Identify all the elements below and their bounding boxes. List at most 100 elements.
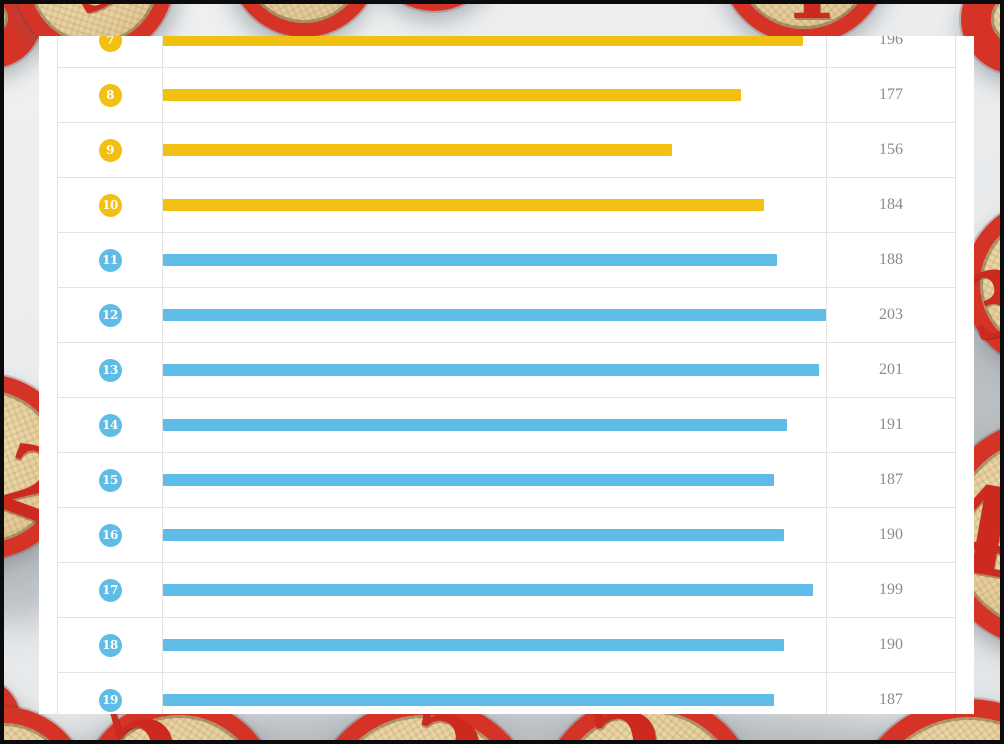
value-bar (163, 474, 774, 486)
number-cell: 12 (58, 288, 163, 342)
ball-badge: 15 (98, 468, 122, 492)
ball-number: 17 (102, 583, 118, 597)
value-cell: 156 (827, 123, 955, 177)
value-cell: 190 (827, 508, 955, 562)
bar-cell (163, 68, 827, 122)
ball-number: 12 (102, 308, 118, 322)
table-row: 9 156 (58, 123, 955, 178)
ball-number: 10 (102, 198, 118, 212)
bingo-token (369, 4, 499, 11)
value-label: 199 (879, 581, 903, 598)
value-bar (163, 529, 784, 541)
value-label: 196 (879, 36, 903, 48)
table-row: 10 184 (58, 178, 955, 233)
number-cell: 9 (58, 123, 163, 177)
value-cell: 188 (827, 233, 955, 287)
ball-number: 15 (102, 473, 118, 487)
bar-cell (163, 36, 827, 67)
content-panel: 7 196 8 177 9 156 (39, 36, 974, 714)
bar-cell (163, 233, 827, 287)
ball-badge: 7 (98, 36, 122, 52)
table-row: 17 199 (58, 563, 955, 618)
ball-badge: 13 (98, 358, 122, 382)
value-bar (163, 199, 764, 211)
bar-cell (163, 343, 827, 397)
value-label: 190 (879, 636, 903, 653)
value-label: 203 (879, 306, 903, 323)
ball-badge: 8 (98, 83, 122, 107)
table-row: 8 177 (58, 68, 955, 123)
value-cell: 184 (827, 178, 955, 232)
bar-cell (163, 673, 827, 714)
ball-number: 16 (102, 528, 118, 542)
value-cell: 196 (827, 36, 955, 67)
bar-cell (163, 508, 827, 562)
token-number: 4 (773, 4, 834, 31)
value-label: 187 (879, 471, 903, 488)
value-cell: 199 (827, 563, 955, 617)
table-row: 11 188 (58, 233, 955, 288)
ball-number: 9 (106, 143, 114, 157)
value-label: 187 (879, 691, 903, 708)
ball-number: 7 (106, 36, 114, 47)
ball-badge: 18 (98, 633, 122, 657)
token-number: 3 (44, 4, 143, 35)
table-row: 15 187 (58, 453, 955, 508)
value-cell: 177 (827, 68, 955, 122)
value-cell: 191 (827, 398, 955, 452)
value-label: 190 (879, 526, 903, 543)
ball-badge: 14 (98, 413, 122, 437)
ball-number: 8 (106, 88, 114, 102)
value-cell: 190 (827, 618, 955, 672)
number-cell: 17 (58, 563, 163, 617)
ball-badge: 19 (98, 688, 122, 712)
value-label: 191 (879, 416, 903, 433)
ball-badge: 16 (98, 523, 122, 547)
number-cell: 14 (58, 398, 163, 452)
ball-badge: 10 (98, 193, 122, 217)
ball-badge: 17 (98, 578, 122, 602)
value-cell: 187 (827, 673, 955, 714)
table-row: 16 190 (58, 508, 955, 563)
bar-cell (163, 123, 827, 177)
value-label: 177 (879, 86, 903, 103)
stats-table: 7 196 8 177 9 156 (57, 36, 956, 714)
table-row: 7 196 (58, 36, 955, 68)
table-row: 18 190 (58, 618, 955, 673)
value-cell: 201 (827, 343, 955, 397)
ball-number: 11 (102, 253, 118, 267)
value-bar (163, 36, 804, 46)
bar-cell (163, 453, 827, 507)
value-cell: 203 (827, 288, 955, 342)
table-row: 19 187 (58, 673, 955, 714)
value-label: 188 (879, 251, 903, 268)
ball-number: 14 (102, 418, 118, 432)
bar-cell (163, 563, 827, 617)
bar-cell (163, 178, 827, 232)
bar-cell (163, 398, 827, 452)
number-cell: 13 (58, 343, 163, 397)
ball-number: 18 (102, 638, 118, 652)
ball-badge: 9 (98, 138, 122, 162)
value-bar (163, 309, 826, 321)
value-bar (163, 584, 813, 596)
table-row: 14 191 (58, 398, 955, 453)
value-label: 201 (879, 361, 903, 378)
ball-number: 13 (102, 363, 118, 377)
number-cell: 16 (58, 508, 163, 562)
number-cell: 19 (58, 673, 163, 714)
table-row: 12 203 (58, 288, 955, 343)
number-cell: 15 (58, 453, 163, 507)
number-cell: 8 (58, 68, 163, 122)
number-cell: 7 (58, 36, 163, 67)
value-bar (163, 254, 777, 266)
ball-number: 19 (102, 693, 118, 707)
bar-cell (163, 288, 827, 342)
bar-cell (163, 618, 827, 672)
table-row: 13 201 (58, 343, 955, 398)
number-cell: 11 (58, 233, 163, 287)
value-bar (163, 89, 742, 101)
value-label: 156 (879, 141, 903, 158)
value-bar (163, 639, 784, 651)
